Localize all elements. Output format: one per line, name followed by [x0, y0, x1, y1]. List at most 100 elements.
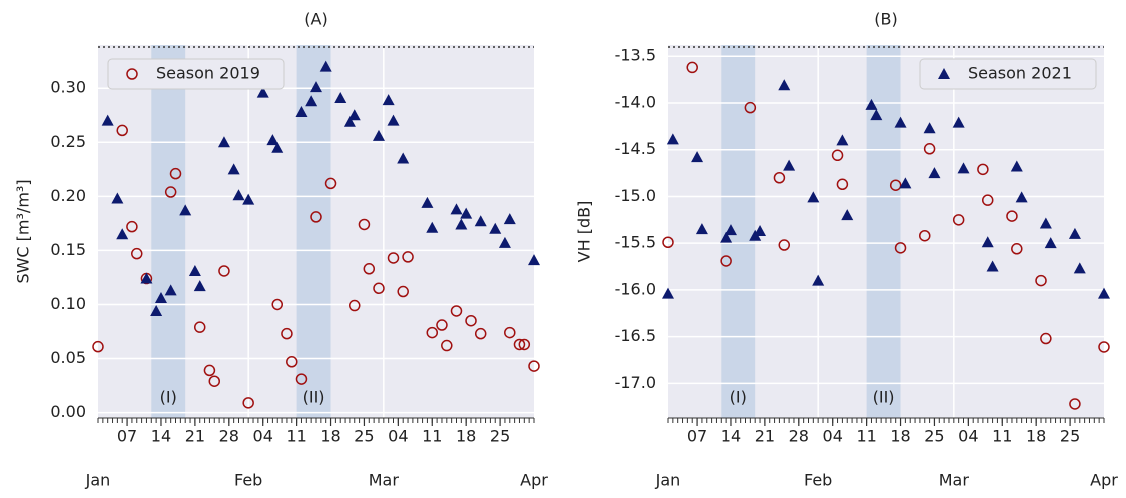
data-point: [140, 272, 153, 284]
data-point: [981, 194, 994, 206]
data-point: [193, 321, 206, 333]
data-point: [271, 298, 283, 311]
data-point: [387, 252, 400, 264]
data-point: [92, 340, 104, 353]
x-tick-label: 14: [721, 427, 741, 446]
data-point: [334, 91, 347, 103]
data-point: [1006, 210, 1018, 222]
data-point: [242, 397, 254, 409]
data-point: [841, 209, 854, 221]
data-point: [952, 214, 965, 226]
data-point: [1098, 341, 1110, 353]
data-point: [349, 299, 361, 312]
data-point: [363, 263, 376, 275]
x-tick-label: 28: [789, 427, 809, 446]
legend-label: Season 2021: [968, 64, 1072, 83]
x-tick-label: 25: [1060, 427, 1080, 446]
data-point: [894, 116, 907, 128]
y-tick-label: -16.0: [615, 279, 656, 298]
data-point: [831, 149, 844, 162]
data-point: [256, 86, 269, 98]
month-label: Jan: [655, 471, 681, 490]
data-point: [919, 229, 931, 242]
y-tick-label: -14.5: [615, 139, 656, 158]
x-tick-label: 25: [490, 427, 510, 446]
data-point: [778, 239, 791, 251]
x-tick-label: 07: [117, 427, 137, 446]
data-point: [773, 171, 786, 184]
x-tick-label: 25: [354, 427, 374, 446]
data-point: [208, 375, 221, 387]
data-point: [836, 134, 849, 146]
x-tick-label: 18: [890, 427, 910, 446]
plot-background: [668, 45, 1104, 418]
x-tick-label: 04: [958, 427, 978, 446]
data-point: [1068, 227, 1081, 239]
data-point: [426, 326, 439, 339]
data-point: [1035, 274, 1047, 287]
data-point: [460, 207, 473, 219]
legend-marker: [938, 68, 950, 79]
x-tick-label: 11: [286, 427, 306, 446]
data-point: [154, 291, 167, 303]
y-tick-label: 0.20: [50, 186, 86, 205]
data-point: [305, 95, 318, 107]
data-point: [686, 61, 698, 74]
data-point: [324, 177, 337, 190]
legend-box: [107, 58, 285, 90]
data-point: [179, 204, 192, 216]
x-tick-label: 11: [992, 427, 1012, 446]
x-tick-label: 14: [151, 427, 171, 446]
y-tick-label: -13.5: [615, 46, 656, 65]
data-point: [227, 163, 240, 175]
data-point: [981, 236, 994, 248]
x-tick-label: 25: [924, 427, 944, 446]
data-point: [111, 192, 124, 204]
y-tick-label: 0.00: [50, 402, 86, 421]
legend-marker: [126, 68, 138, 80]
data-point: [528, 360, 540, 372]
y-axis-label: VH [dB]: [575, 201, 594, 263]
data-point: [720, 231, 733, 243]
data-point: [957, 162, 970, 174]
y-tick-label: 0.10: [50, 294, 86, 313]
data-point: [343, 115, 356, 127]
data-point: [193, 280, 206, 292]
x-tick-label: 04: [388, 427, 408, 446]
data-point: [662, 236, 674, 249]
data-point: [923, 143, 936, 155]
data-point: [1011, 243, 1023, 255]
shaded-period: [296, 45, 331, 418]
data-point: [295, 106, 308, 118]
data-point: [498, 236, 511, 248]
y-tick-label: 0.15: [50, 240, 86, 259]
data-point: [348, 109, 361, 121]
data-point: [691, 151, 704, 163]
data-point: [865, 98, 878, 110]
data-point: [169, 167, 182, 180]
data-point: [720, 255, 732, 267]
data-point: [271, 141, 284, 153]
period-label: (II): [303, 388, 325, 407]
month-label: Feb: [234, 471, 262, 490]
x-tick-label: 04: [823, 427, 843, 446]
data-point: [116, 124, 128, 137]
data-point: [310, 81, 322, 93]
data-point: [783, 159, 796, 171]
data-point: [397, 152, 410, 164]
data-point: [164, 186, 177, 198]
data-point: [286, 356, 298, 368]
data-point: [894, 242, 907, 254]
y-tick-label: 0.05: [50, 348, 86, 367]
month-label: Apr: [1090, 471, 1118, 490]
data-point: [662, 287, 674, 299]
y-tick-label: -15.5: [615, 233, 656, 252]
data-point: [426, 221, 439, 233]
month-label: Jan: [85, 471, 111, 490]
data-point: [1015, 191, 1028, 203]
data-point: [923, 122, 936, 134]
data-point: [203, 364, 216, 377]
data-point: [358, 218, 371, 231]
x-tick-label: 18: [320, 427, 340, 446]
data-point: [310, 211, 322, 223]
